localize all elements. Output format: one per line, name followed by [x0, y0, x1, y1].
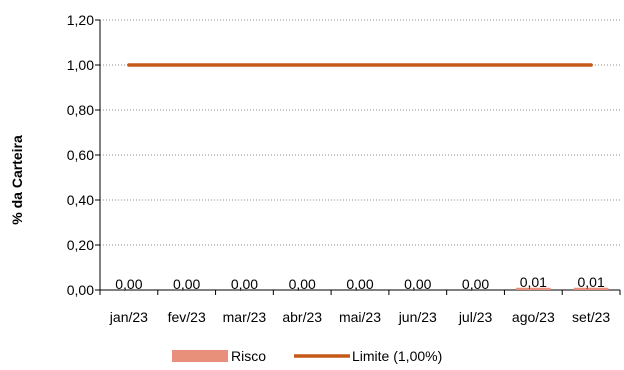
x-tick-label: mar/23: [223, 309, 267, 325]
x-tick-label: set/23: [572, 309, 610, 325]
x-tick-label: fev/23: [168, 309, 206, 325]
data-label: 0,00: [404, 276, 431, 292]
y-tick-label: 0,80: [67, 102, 94, 118]
data-label: 0,00: [346, 276, 373, 292]
data-label: 0,00: [115, 276, 142, 292]
risco-bar: [516, 287, 551, 290]
y-axis: 0,00 0,20 0,40 0,60 0,80 1,00 1,20: [67, 12, 101, 298]
data-labels: 0,00 0,00 0,00 0,00 0,00 0,00 0,00 0,01 0,01: [115, 274, 605, 292]
data-label: 0,00: [289, 276, 316, 292]
y-tick-label: 0,00: [67, 282, 94, 298]
x-tick-label: jan/23: [109, 309, 148, 325]
x-tick-label: mai/23: [339, 309, 381, 325]
legend-swatch-risco: [172, 350, 228, 362]
data-label: 0,00: [462, 276, 489, 292]
x-tick-label: abr/23: [282, 309, 322, 325]
data-label: 0,01: [577, 274, 604, 290]
legend-label-limite: Limite (1,00%): [352, 348, 442, 364]
risco-bars: [516, 287, 609, 290]
data-label: 0,00: [231, 276, 258, 292]
y-tick-label: 0,20: [67, 237, 94, 253]
risco-bar: [573, 287, 609, 290]
legend: Risco Limite (1,00%): [172, 348, 442, 364]
y-tick-label: 1,20: [67, 12, 94, 28]
x-tick-label: ago/23: [512, 309, 555, 325]
data-label: 0,00: [173, 276, 200, 292]
y-tick-label: 1,00: [67, 57, 94, 73]
x-axis: jan/23 fev/23 mar/23 abr/23 mai/23 jun/23 jul/…: [99, 289, 621, 325]
x-tick-label: jul/23: [458, 309, 493, 325]
gridlines: [100, 19, 620, 246]
legend-label-risco: Risco: [231, 348, 266, 364]
y-axis-label: % da Carteira: [9, 135, 25, 225]
data-label: 0,01: [520, 274, 547, 290]
x-tick-label: jun/23: [398, 309, 437, 325]
y-tick-label: 0,60: [67, 147, 94, 163]
y-tick-label: 0,40: [67, 192, 94, 208]
